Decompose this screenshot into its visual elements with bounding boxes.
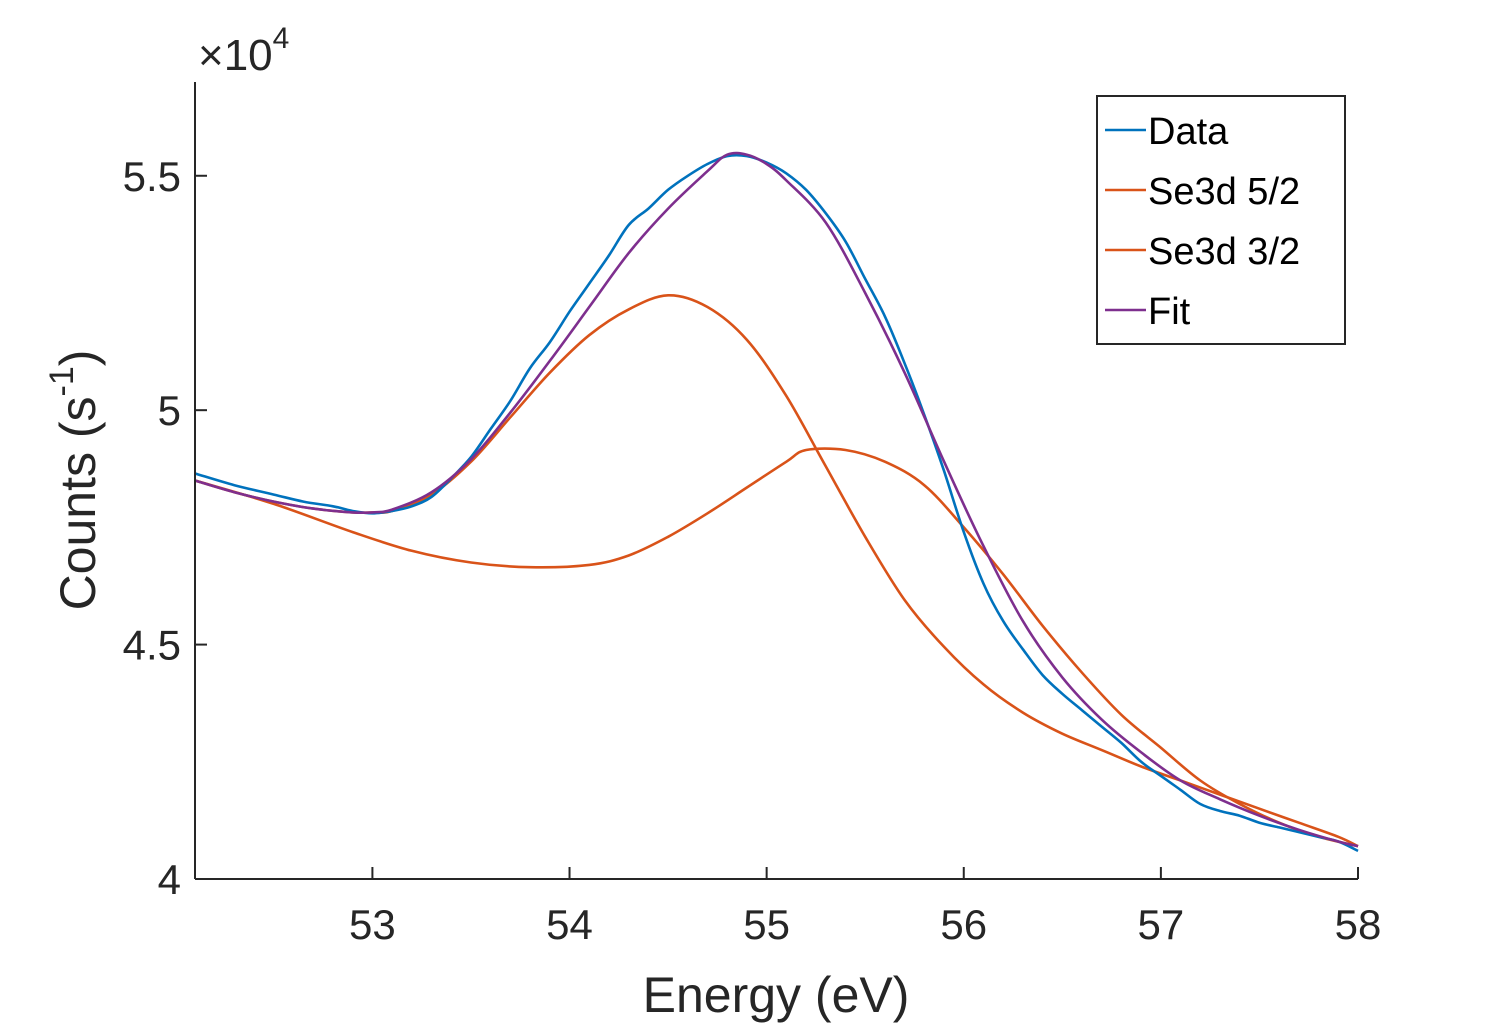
legend-label: Se3d 3/2 xyxy=(1148,231,1300,273)
y-multiplier: ×104 xyxy=(198,22,289,80)
series-line-data xyxy=(194,153,1359,853)
legend: Data Se3d 5/2 Se3d 3/2 Fit xyxy=(1096,95,1346,345)
x-tick-label: 56 xyxy=(940,901,987,948)
x-tick-label: 53 xyxy=(349,901,396,948)
y-tick-label: 5.5 xyxy=(123,153,181,200)
x-axis-label: Energy (eV) xyxy=(643,967,910,1023)
legend-box xyxy=(1096,95,1346,345)
y-tick-label: 4 xyxy=(158,856,181,903)
x-tick-label: 55 xyxy=(743,901,790,948)
series-line-fit xyxy=(194,151,1359,848)
y-axis-label: Counts (s-1) xyxy=(43,350,106,611)
x-tick-label: 57 xyxy=(1138,901,1185,948)
ticks-layer: 53 54 55 56 57 58 4 4.5 5 5.5 xyxy=(123,153,1382,948)
legend-label: Data xyxy=(1148,111,1229,153)
y-tick-label: 5 xyxy=(158,387,181,434)
series-layer xyxy=(194,151,1359,853)
legend-label: Se3d 5/2 xyxy=(1148,171,1300,213)
x-tick-label: 58 xyxy=(1335,901,1382,948)
y-tick-label: 4.5 xyxy=(123,622,181,669)
series-line-se3d-3-2 xyxy=(194,447,1359,848)
x-tick-label: 54 xyxy=(546,901,593,948)
legend-items: Data Se3d 5/2 Se3d 3/2 Fit xyxy=(1105,111,1300,333)
legend-label: Fit xyxy=(1148,291,1191,333)
